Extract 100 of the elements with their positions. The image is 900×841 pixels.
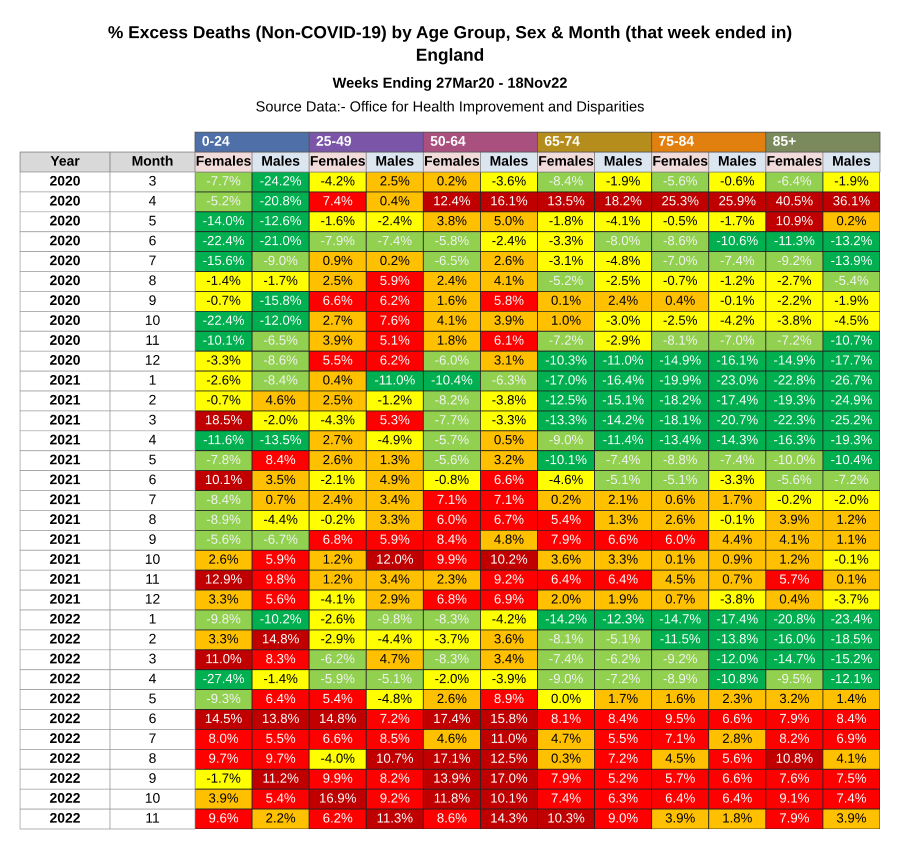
data-label: -6.3% bbox=[492, 375, 526, 385]
data-label: -9.5% bbox=[778, 674, 812, 684]
data-label: 7.6% bbox=[380, 316, 410, 325]
data-label: -7.2% bbox=[778, 335, 812, 345]
data-label: 0.7% bbox=[266, 494, 296, 504]
y-tick-label: 4 bbox=[148, 434, 156, 444]
data-label: -2.6% bbox=[206, 375, 240, 385]
data-label: -7.4% bbox=[720, 256, 754, 266]
data-label: 3.9% bbox=[666, 813, 695, 823]
data-label: -3.7% bbox=[834, 594, 868, 604]
y2-tick-label: 2022 bbox=[50, 634, 80, 644]
data-label: -8.0% bbox=[606, 236, 640, 246]
data-label: -2.0% bbox=[264, 415, 298, 424]
data-label: 4.1% bbox=[836, 754, 866, 763]
data-label: 4.1% bbox=[494, 276, 524, 285]
data-label: 5.5% bbox=[608, 734, 638, 743]
data-label: 5.4% bbox=[552, 514, 581, 524]
y-tick-label: 3 bbox=[149, 414, 156, 425]
data-label: 2.4% bbox=[323, 494, 352, 504]
y-tick-label: 5 bbox=[149, 216, 156, 226]
x-tick-label: Females bbox=[425, 156, 480, 166]
data-label: -4.2% bbox=[321, 176, 354, 186]
data-label: -16.3% bbox=[774, 434, 815, 444]
data-label: -3.3% bbox=[720, 474, 754, 484]
data-label: -18.2% bbox=[660, 395, 701, 404]
data-label: -24.9% bbox=[831, 395, 872, 404]
data-label: 7.1% bbox=[666, 734, 695, 743]
data-label: -12.0% bbox=[716, 654, 758, 664]
data-label: 3.2% bbox=[494, 454, 524, 464]
data-label: -5.2% bbox=[549, 276, 583, 286]
data-label: -7.2% bbox=[606, 674, 640, 684]
y-tick-label: 6 bbox=[149, 236, 156, 246]
data-label: 10.3% bbox=[548, 813, 584, 823]
data-label: 8.4% bbox=[437, 534, 466, 544]
data-label: -26.7% bbox=[831, 375, 872, 385]
data-label: 3.6% bbox=[552, 554, 581, 564]
data-label: -1.4% bbox=[206, 276, 240, 285]
data-label: 2.5% bbox=[323, 395, 352, 404]
data-label: 2.4% bbox=[608, 296, 638, 305]
data-label: -16.4% bbox=[602, 375, 644, 385]
data-label: 2.6% bbox=[323, 454, 352, 464]
data-label: -1.7% bbox=[206, 773, 240, 783]
data-label: 6.4% bbox=[608, 574, 638, 584]
data-label: 8.4% bbox=[608, 714, 638, 724]
data-label: -7.0% bbox=[664, 256, 697, 266]
data-label: -0.2% bbox=[778, 494, 812, 504]
data-label: 0.7% bbox=[722, 574, 752, 584]
data-label: -2.9% bbox=[606, 335, 640, 345]
data-label: -17.0% bbox=[546, 375, 586, 385]
data-label: 0.4% bbox=[380, 196, 410, 206]
data-label: -4.4% bbox=[378, 634, 412, 644]
y-tick-label: 5 bbox=[149, 454, 156, 464]
data-label: -9.0% bbox=[264, 256, 298, 266]
data-label: 13.5% bbox=[548, 196, 584, 206]
data-label: -4.3% bbox=[321, 415, 354, 424]
y2-tick-label: 2021 bbox=[50, 494, 80, 504]
data-label: -10.3% bbox=[546, 355, 586, 365]
data-label: -10.1% bbox=[546, 454, 586, 464]
data-label: -7.2% bbox=[549, 335, 583, 345]
data-label: -5.9% bbox=[321, 674, 354, 684]
y-tick-label: 9 bbox=[149, 773, 156, 783]
data-label: 14.8% bbox=[320, 714, 356, 724]
data-label: 3.9% bbox=[836, 813, 866, 823]
data-label: 0.1% bbox=[552, 296, 581, 305]
data-label: 5.4% bbox=[323, 694, 352, 704]
x-tick-label: Males bbox=[604, 156, 642, 166]
data-label: 2.3% bbox=[722, 694, 752, 704]
data-label: -19.3% bbox=[831, 434, 872, 444]
y2-tick-label: 2022 bbox=[50, 773, 80, 783]
data-label: -9.2% bbox=[778, 256, 812, 266]
data-label: -2.7% bbox=[778, 276, 812, 285]
data-label: -3.8% bbox=[492, 395, 526, 404]
x-tick-label: Females bbox=[310, 156, 365, 166]
data-label: -0.7% bbox=[206, 296, 240, 305]
data-label: -6.0% bbox=[435, 355, 469, 365]
data-label: 9.2% bbox=[380, 793, 410, 803]
data-label: 1.6% bbox=[438, 296, 466, 305]
data-label: -7.7% bbox=[435, 415, 469, 424]
data-label: -5.2% bbox=[206, 196, 240, 206]
data-label: 0.0% bbox=[552, 694, 581, 704]
data-label: -8.4% bbox=[206, 494, 240, 504]
data-label: 3.9% bbox=[209, 793, 238, 803]
y-tick-label: 12 bbox=[146, 594, 160, 604]
data-label: -17.7% bbox=[831, 355, 872, 365]
data-label: 2.7% bbox=[323, 316, 352, 325]
data-label: 1.8% bbox=[438, 335, 466, 345]
data-label: 8.6% bbox=[437, 813, 466, 823]
data-label: 3.9% bbox=[323, 335, 352, 345]
data-label: -19.9% bbox=[660, 375, 701, 385]
data-label: 11.8% bbox=[434, 793, 470, 803]
data-label: -8.2% bbox=[435, 395, 469, 404]
data-label: 4.1% bbox=[780, 534, 809, 544]
data-label: -5.6% bbox=[664, 176, 697, 186]
data-label: 0.4% bbox=[780, 594, 809, 604]
data-label: 4.7% bbox=[380, 654, 410, 664]
x-tick-label: Males bbox=[718, 156, 756, 166]
data-label: -7.4% bbox=[720, 454, 754, 464]
data-label: 0.9% bbox=[722, 554, 752, 564]
data-label: -13.8% bbox=[716, 634, 758, 644]
data-label: -18.5% bbox=[831, 634, 872, 644]
